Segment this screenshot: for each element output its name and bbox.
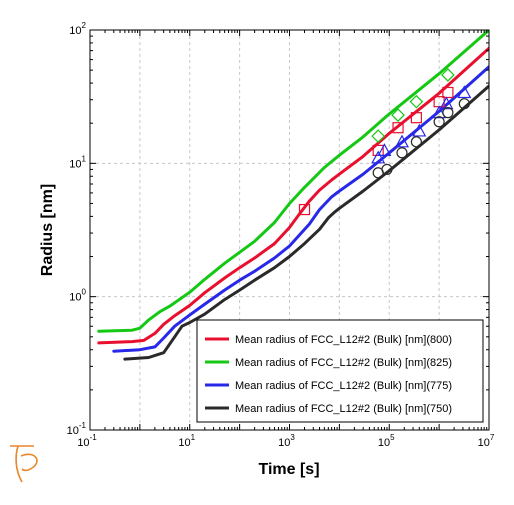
series-line xyxy=(97,30,489,333)
legend-label: Mean radius of FCC_L12#2 (Bulk) [nm](750… xyxy=(235,403,452,415)
tick-labels: 10-1 101 103 105 107 10-1 100 101 102 xyxy=(67,21,495,449)
x-tick-label: 10-1 xyxy=(77,433,97,449)
data-point xyxy=(371,129,386,143)
data-point xyxy=(394,134,409,148)
data-point xyxy=(432,105,447,119)
data-point xyxy=(392,122,404,134)
legend-label: Mean radius of FCC_L12#2 (Bulk) [nm](775… xyxy=(235,380,452,392)
data-point xyxy=(410,136,422,148)
legend: Mean radius of FCC_L12#2 (Bulk) [nm](800… xyxy=(196,319,484,423)
y-axis-title: Radius [nm] xyxy=(39,184,56,276)
data-point xyxy=(298,203,311,216)
x-tick-label: 105 xyxy=(378,433,395,449)
data-point xyxy=(441,68,455,82)
logo xyxy=(10,445,38,483)
data-point xyxy=(410,112,422,124)
y-tick-label: 101 xyxy=(69,154,86,170)
series-line xyxy=(123,84,489,361)
data-point xyxy=(439,96,454,110)
data-point xyxy=(457,85,472,99)
series-line xyxy=(112,65,489,353)
grid xyxy=(90,30,489,430)
legend-label: Mean radius of FCC_L12#2 (Bulk) [nm](825… xyxy=(235,357,452,369)
data-point xyxy=(391,108,405,122)
series-line xyxy=(97,46,489,345)
data-point xyxy=(377,143,392,157)
x-tick-label: 101 xyxy=(178,433,195,449)
series-markers xyxy=(298,68,472,216)
data-point xyxy=(458,98,470,110)
data-point xyxy=(442,86,454,99)
data-point xyxy=(409,94,424,109)
data-point xyxy=(381,163,393,176)
axis-ticks xyxy=(89,29,490,431)
y-tick-label: 102 xyxy=(69,21,86,37)
data-point xyxy=(396,147,408,159)
series-lines xyxy=(97,30,489,361)
x-tick-label: 107 xyxy=(478,433,495,449)
data-point xyxy=(412,123,427,137)
legend-box xyxy=(196,319,484,423)
data-point xyxy=(371,150,386,164)
legend-label: Mean radius of FCC_L12#2 (Bulk) [nm](800… xyxy=(235,334,452,346)
y-tick-label: 100 xyxy=(69,288,86,304)
data-point xyxy=(433,116,445,128)
data-point xyxy=(442,107,454,119)
x-tick-label: 103 xyxy=(278,433,295,449)
x-axis-title: Time [s] xyxy=(258,461,319,478)
y-tick-label: 10-1 xyxy=(67,421,87,437)
